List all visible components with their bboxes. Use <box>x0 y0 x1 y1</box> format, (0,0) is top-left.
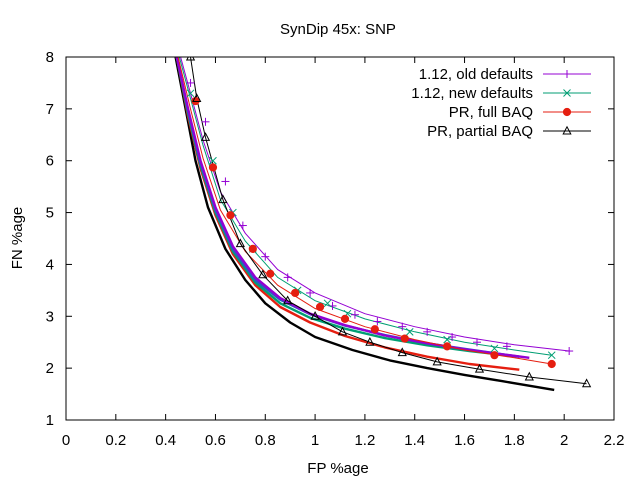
x-tick-label: 1.4 <box>404 432 425 449</box>
chart-title: SynDip 45x: SNP <box>280 21 396 38</box>
x-tick-label: 1 <box>311 432 319 449</box>
series-3-point <box>283 295 293 305</box>
legend-marker <box>562 107 572 117</box>
y-tick-label: 3 <box>46 308 54 325</box>
x-tick-label: 1.6 <box>454 432 475 449</box>
series-1-point <box>490 344 499 353</box>
series-3-point <box>235 238 245 248</box>
series-0-point <box>238 221 247 230</box>
series-0-point <box>398 322 407 331</box>
series-0-point <box>502 342 511 351</box>
y-tick-label: 6 <box>46 153 54 170</box>
x-tick-label: 2 <box>560 432 568 449</box>
legend-label: 1.12, old defaults <box>419 66 533 83</box>
series-3-point <box>365 336 375 346</box>
series-2-point <box>226 211 235 220</box>
series-3-point <box>432 356 442 366</box>
x-tick-label: 1.2 <box>354 432 375 449</box>
series-0-point <box>373 317 382 326</box>
series-1-point <box>186 89 195 98</box>
legend-marker <box>562 125 572 135</box>
series-2-point <box>291 288 300 298</box>
series-2-point <box>340 314 350 323</box>
series-3-point <box>397 347 407 357</box>
x-tick-label: 0.6 <box>205 432 226 449</box>
y-tick-label: 4 <box>46 256 54 273</box>
series-3-point <box>524 371 534 381</box>
series-line-0 <box>180 57 570 352</box>
x-axis-label: FP %age <box>307 460 368 477</box>
y-tick-label: 8 <box>46 49 54 66</box>
y-tick-label: 1 <box>46 412 54 429</box>
series-0-point <box>283 273 292 282</box>
x-tick-label: 2.2 <box>604 432 625 449</box>
series-3-point <box>581 378 592 388</box>
series-0-point <box>261 252 270 261</box>
series-1-point <box>443 335 451 344</box>
unlabeled-curve-0 <box>174 57 555 392</box>
y-axis-label: FN %age <box>9 207 26 270</box>
y-tick-label: 5 <box>46 205 54 222</box>
x-tick-label: 0.4 <box>155 432 176 449</box>
legend-label: PR, full BAQ <box>449 104 533 121</box>
series-3-point <box>200 132 211 141</box>
series-3-point <box>310 311 320 320</box>
series-1-point <box>405 327 414 336</box>
series-3-point <box>474 363 485 373</box>
series-1-point <box>323 299 332 308</box>
series-0-point <box>186 78 195 87</box>
markers-layer <box>185 57 592 388</box>
series-0-point <box>221 177 230 186</box>
series-0-point <box>201 117 210 126</box>
unlabeled-curve-4 <box>175 57 530 359</box>
series-0-point <box>473 338 481 347</box>
series-1-point <box>547 351 556 360</box>
series-2-point <box>208 163 218 172</box>
series-2-point <box>490 351 499 360</box>
series-0-point <box>306 288 315 297</box>
x-tick-label: 0 <box>62 432 70 449</box>
series-1-point <box>209 156 217 165</box>
series-2-point <box>547 359 556 369</box>
legend-marker <box>563 89 571 97</box>
series-2-point <box>443 342 452 351</box>
plot-frame <box>65 56 615 421</box>
series-3-point <box>192 93 202 102</box>
y-tick-label: 7 <box>46 101 54 118</box>
series-0-point <box>423 327 432 336</box>
series-3-point <box>258 269 268 279</box>
x-tick-label: 0.2 <box>105 432 126 449</box>
axis-ticks: 0 0.2 0.4 0.6 0.8 1 1.2 1.4 1.6 1.8 2 2.2 1 2 3 4 5 6 7 8 <box>46 49 625 449</box>
curves-layer <box>174 57 587 392</box>
series-3-point <box>337 326 348 336</box>
series-3-point <box>185 57 196 61</box>
y-tick-label: 2 <box>46 360 54 377</box>
series-0-point <box>350 310 359 319</box>
series-2-point <box>315 302 325 312</box>
legend-label: PR, partial BAQ <box>427 123 533 140</box>
x-tick-label: 1.8 <box>504 432 525 449</box>
legend-marker <box>563 70 571 78</box>
series-0-point <box>565 347 574 356</box>
series-2-point <box>400 334 409 343</box>
series-line-3 <box>190 57 587 385</box>
x-tick-label: 0.8 <box>255 432 276 449</box>
series-3-point <box>218 194 228 204</box>
legend-label: 1.12, new defaults <box>411 85 533 102</box>
legend: 1.12, old defaults 1.12, new defaults PR, … <box>411 66 591 140</box>
series-2-point <box>370 325 379 334</box>
series-2-point <box>266 269 275 278</box>
series-2-point <box>248 244 257 253</box>
